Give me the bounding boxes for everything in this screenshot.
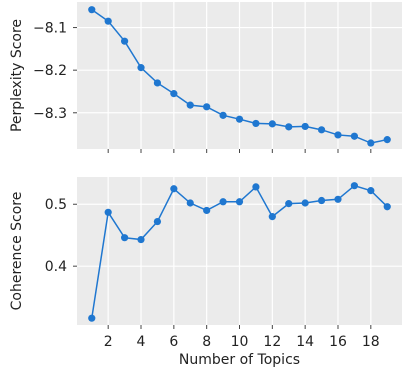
data-point [350,132,358,140]
data-point [104,17,112,25]
perplexity-chart: −8.1 −8.2 −8.3 Perplexity Score [9,2,402,153]
data-point [219,198,227,206]
x-tick-label: 6 [169,334,178,350]
data-point [268,120,276,128]
data-point [317,126,326,134]
perplexity-series-points [88,6,391,147]
data-point [383,136,391,144]
data-point [137,64,145,72]
x-tick-label: 12 [263,334,281,350]
data-point [170,185,178,193]
x-tick-label: 8 [202,334,211,350]
y-tick-label: −8.3 [33,106,67,122]
data-point [252,119,260,128]
x-tick-label: 4 [137,334,146,350]
data-point [88,6,96,14]
data-point [203,206,211,215]
x-tick-label: 10 [231,334,249,350]
data-point [235,115,244,123]
coherence-x-ticks: 2 4 6 8 10 12 14 16 18 [104,325,380,350]
data-point [170,90,178,98]
perplexity-grid [77,2,402,149]
data-point [203,103,211,111]
x-tick-label: 2 [104,334,113,350]
x-tick-label: 16 [329,334,347,350]
data-point [137,235,145,244]
data-point [301,122,309,131]
x-axis-label: Number of Topics [179,352,300,368]
data-point [301,199,309,207]
data-point [367,139,375,147]
data-point [121,37,129,45]
y-tick-label: −8.1 [33,21,67,37]
y-tick-label: 0.4 [45,259,67,275]
data-point [88,314,96,322]
data-point [383,203,391,211]
data-point [235,198,244,206]
data-point [285,200,293,208]
data-point [219,111,227,119]
data-point [334,131,342,139]
y-tick-label: 0.5 [45,197,67,213]
coherence-y-ticks: 0.4 0.5 [45,197,77,275]
data-point [186,101,194,109]
coherence-series-points [88,182,391,322]
data-point [153,79,162,87]
y-tick-label: −8.2 [33,63,67,79]
x-tick-label: 14 [296,334,314,350]
data-point [252,183,260,191]
coherence-chart: 0.4 0.5 2 4 6 8 10 12 14 16 18 Coherence Score Nu… [9,177,402,368]
x-tick-label: 18 [362,334,380,350]
data-point [285,123,293,131]
data-point [104,208,112,216]
data-point [186,199,194,207]
perplexity-x-ticks [107,149,372,153]
data-point [317,196,326,205]
perplexity-y-ticks: −8.1 −8.2 −8.3 [33,21,77,122]
data-point [121,234,129,242]
coherence-y-axis-label: Coherence Score [9,192,25,311]
data-point [334,195,342,203]
data-point [268,213,276,221]
perplexity-y-axis-label: Perplexity Score [9,19,25,132]
data-point [367,187,375,195]
data-point [350,182,358,190]
data-point [153,217,162,226]
